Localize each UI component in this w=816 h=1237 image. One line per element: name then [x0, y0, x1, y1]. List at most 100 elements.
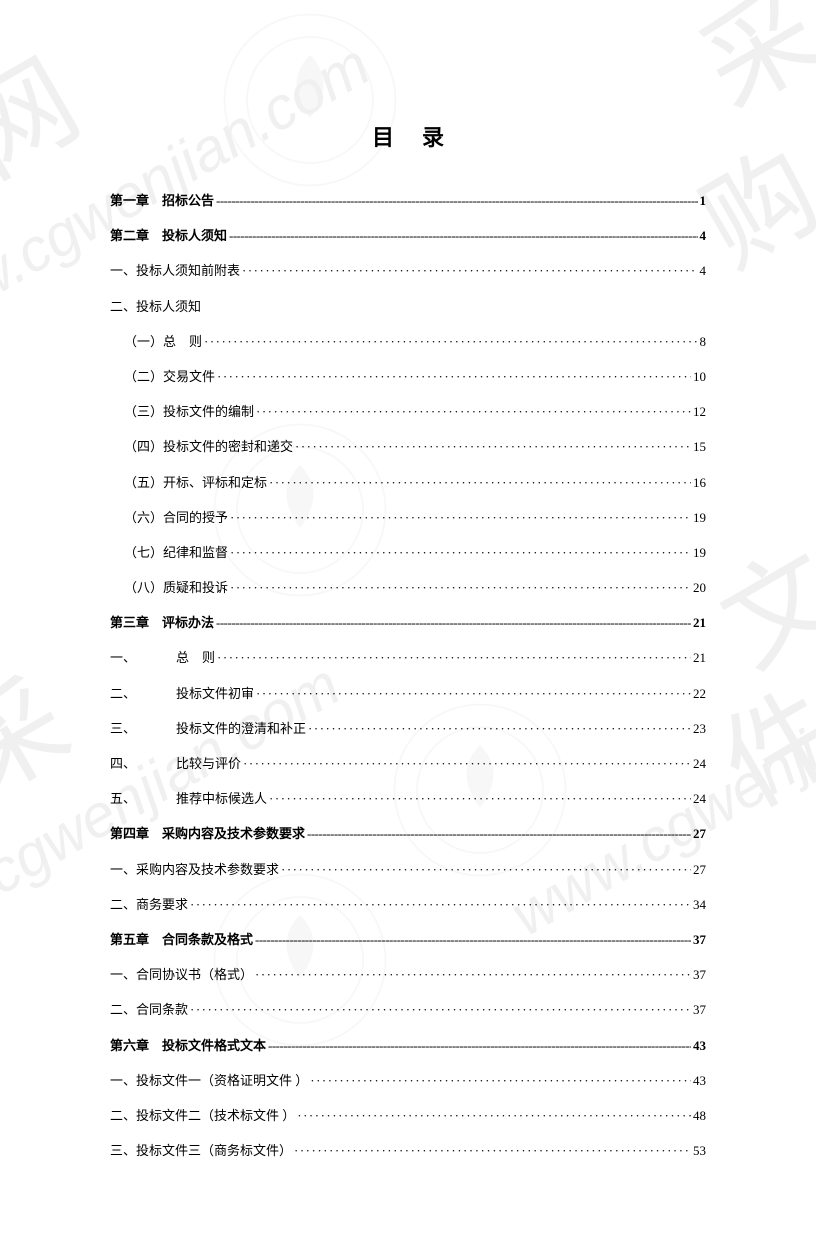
toc-leader [230, 544, 691, 562]
toc-label: 一、采购内容及技术参数要求 [110, 861, 279, 879]
toc-entry: 一、投标人须知前附表 4 [110, 262, 706, 280]
toc-label: 二、 [110, 685, 136, 703]
toc-entry: 第六章 投标文件格式文本43 [110, 1037, 706, 1055]
toc-entry: 二、投标文件二（技术标文件 ） 48 [110, 1107, 706, 1125]
toc-entry: （八）质疑和投诉 20 [110, 579, 706, 597]
toc-page: 1 [700, 192, 707, 210]
toc-entry: 第五章 合同条款及格式 37 [110, 931, 706, 949]
toc-page: 24 [693, 755, 706, 773]
toc-entry: 一、 总 则 21 [110, 649, 706, 667]
toc-page: 16 [693, 474, 706, 492]
toc-label: 二、商务要求 [110, 896, 188, 914]
toc-page: 34 [693, 896, 706, 914]
toc-leader [230, 509, 691, 527]
toc-entry: 第一章 招标公告1 [110, 192, 706, 210]
toc-leader [269, 790, 691, 808]
toc-leader [294, 1142, 691, 1160]
toc-label: 五、 [110, 790, 136, 808]
toc-entry: 第三章 评标办法 21 [110, 614, 706, 632]
toc-label: （八）质疑和投诉 [124, 579, 228, 597]
toc-label2: 总 则 [176, 649, 215, 667]
toc-page: 22 [693, 685, 706, 703]
toc-label: 一、 [110, 649, 136, 667]
toc-leader [190, 1001, 691, 1019]
toc-label: 四、 [110, 755, 136, 773]
toc-entry: （四）投标文件的密封和递交15 [110, 438, 706, 456]
toc-entry: 二、合同条款 37 [110, 1001, 706, 1019]
toc-label: （三）投标文件的编制 [124, 403, 254, 421]
toc-label: 第五章 合同条款及格式 [110, 931, 253, 949]
toc-leader [217, 649, 691, 667]
toc-page: 19 [693, 544, 706, 562]
toc-entry: 第四章 采购内容及技术参数要求 27 [110, 825, 706, 843]
toc-leader [190, 896, 691, 914]
toc-label: 第六章 投标文件格式文本 [110, 1037, 266, 1055]
toc-leader [204, 333, 697, 351]
toc-entry: （六）合同的授予 19 [110, 509, 706, 527]
toc-leader [307, 825, 691, 843]
toc-label2: 推荐中标候选人 [176, 790, 267, 808]
toc-entry: （五）开标、评标和定标 16 [110, 474, 706, 492]
toc-leader [255, 966, 691, 984]
toc-page: 21 [693, 649, 706, 667]
toc-entry: 第二章 投标人须知4 [110, 227, 706, 245]
toc-leader [308, 720, 691, 738]
toc-label: 第四章 采购内容及技术参数要求 [110, 825, 305, 843]
toc-entry: 二、 投标文件初审 22 [110, 685, 706, 703]
toc-leader [229, 227, 697, 245]
toc-leader [216, 614, 691, 632]
toc-page: 20 [693, 579, 706, 597]
toc-label: 第三章 评标办法 [110, 614, 214, 632]
toc-page: 37 [693, 1001, 706, 1019]
toc-label: 三、 [110, 720, 136, 738]
toc-page: 43 [693, 1072, 706, 1090]
toc-page: 4 [700, 262, 707, 280]
toc-leader [242, 262, 697, 280]
toc-label: （四）投标文件的密封和递交 [124, 438, 293, 456]
toc-entry: 三、投标文件三（商务标文件）53 [110, 1142, 706, 1160]
toc-leader [216, 192, 697, 210]
toc-page: 27 [693, 861, 706, 879]
toc-leader [243, 755, 691, 773]
toc-label: （六）合同的授予 [124, 509, 228, 527]
toc-label: 三、投标文件三（商务标文件） [110, 1142, 292, 1160]
toc-label: 一、合同协议书（格式） [110, 966, 253, 984]
toc-leader [268, 1037, 691, 1055]
toc-entry: （一）总 则8 [110, 333, 706, 351]
toc-label: 一、投标文件一（资格证明文件 ） [110, 1072, 308, 1090]
toc-page: 12 [693, 403, 706, 421]
toc-entry: （二）交易文件10 [110, 368, 706, 386]
toc-label: （五）开标、评标和定标 [124, 474, 267, 492]
toc-page: 37 [693, 931, 706, 949]
toc-label2: 比较与评价 [176, 755, 241, 773]
toc-label: （七）纪律和监督 [124, 544, 228, 562]
toc-title: 目录 [110, 120, 706, 152]
toc-page: 37 [693, 966, 706, 984]
toc-content: 目录 第一章 招标公告1 第二章 投标人须知4 一、投标人须知前附表 4 二、投标人须知… [0, 0, 816, 1237]
toc-leader [230, 579, 691, 597]
toc-leader [256, 685, 691, 703]
toc-leader [310, 1072, 691, 1090]
toc-label: 二、合同条款 [110, 1001, 188, 1019]
toc-entry: 一、合同协议书（格式） 37 [110, 966, 706, 984]
toc-page: 19 [693, 509, 706, 527]
toc-entry: 二、商务要求 34 [110, 896, 706, 914]
toc-leader [217, 368, 691, 386]
toc-page: 48 [693, 1107, 706, 1125]
toc-label: 一、投标人须知前附表 [110, 262, 240, 280]
toc-entry: 五、推荐中标候选人24 [110, 790, 706, 808]
toc-list: 第一章 招标公告1 第二章 投标人须知4 一、投标人须知前附表 4 二、投标人须知 （一）… [110, 192, 706, 1160]
toc-leader [255, 931, 691, 949]
toc-entry: 四、 比较与评价 24 [110, 755, 706, 773]
toc-page: 21 [693, 614, 706, 632]
toc-page: 4 [700, 227, 707, 245]
toc-entry: 三、投标文件的澄清和补正23 [110, 720, 706, 738]
toc-label: （一）总 则 [124, 333, 202, 351]
toc-leader [281, 861, 691, 879]
toc-leader [269, 474, 691, 492]
toc-label: 二、投标人须知 [110, 298, 201, 316]
toc-page: 23 [693, 720, 706, 738]
toc-page: 27 [693, 825, 706, 843]
toc-label2: 投标文件初审 [176, 685, 254, 703]
toc-label: 二、投标文件二（技术标文件 ） [110, 1107, 295, 1125]
